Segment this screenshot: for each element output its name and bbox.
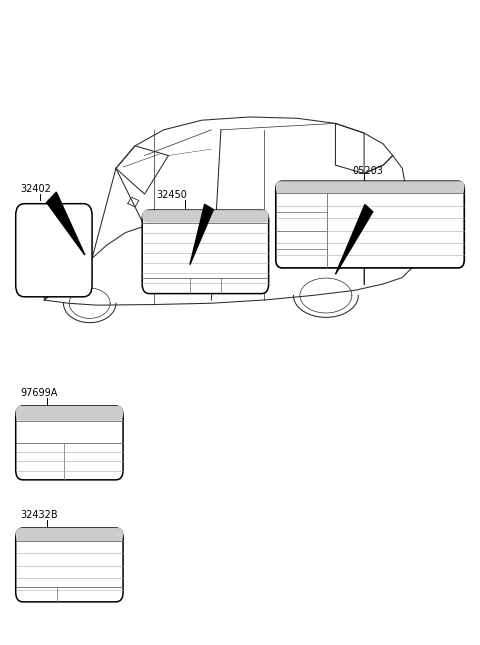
- Polygon shape: [336, 204, 373, 274]
- Text: 32432B: 32432B: [21, 510, 58, 520]
- Polygon shape: [190, 204, 213, 264]
- FancyBboxPatch shape: [16, 528, 123, 602]
- FancyBboxPatch shape: [16, 406, 123, 480]
- Text: 32402: 32402: [21, 184, 51, 194]
- Text: 97699A: 97699A: [21, 388, 58, 398]
- FancyBboxPatch shape: [276, 181, 464, 268]
- FancyBboxPatch shape: [16, 204, 92, 297]
- Polygon shape: [47, 192, 85, 255]
- Text: 05203: 05203: [352, 166, 383, 176]
- FancyBboxPatch shape: [142, 210, 269, 293]
- FancyBboxPatch shape: [16, 528, 123, 541]
- FancyBboxPatch shape: [142, 210, 269, 223]
- FancyBboxPatch shape: [16, 406, 123, 421]
- FancyBboxPatch shape: [276, 181, 464, 193]
- Text: 32450: 32450: [156, 190, 187, 201]
